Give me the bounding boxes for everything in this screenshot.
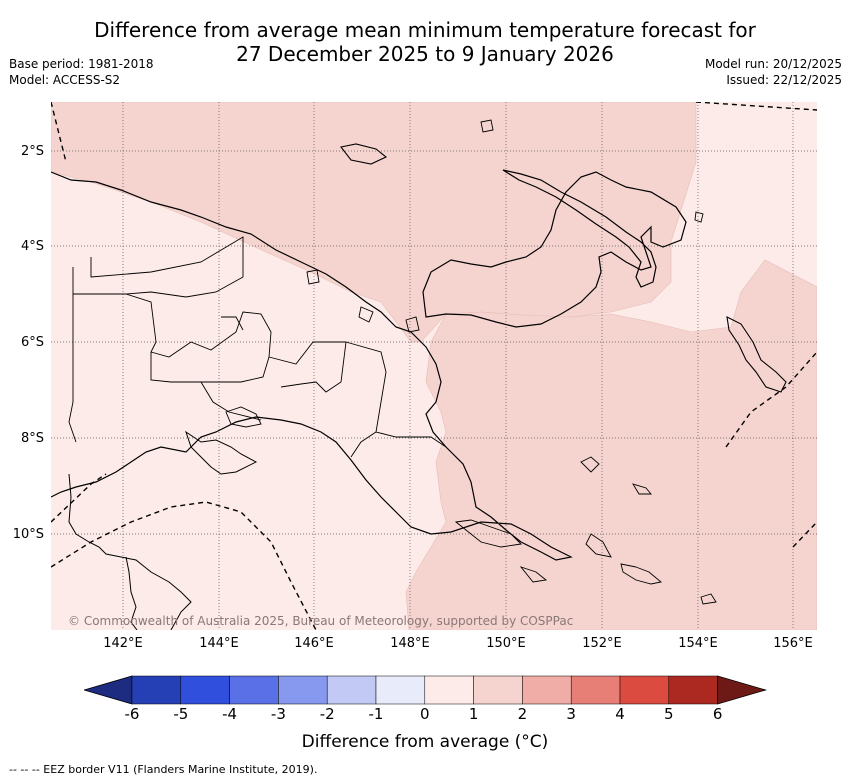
forecast-map [51, 102, 817, 630]
colorbar [84, 675, 768, 705]
colorbar-segment [229, 675, 279, 705]
bougainville-island [726, 316, 787, 393]
colorbar-tick-label: 2 [517, 705, 528, 723]
eez-borders [51, 102, 817, 630]
colorbar-segment [375, 675, 426, 705]
colorbar-title: Difference from average (°C) [301, 732, 549, 752]
lon-label-144e: 144°E [199, 636, 239, 651]
eez-legend-note: -- -- -- EEZ border V11 (Flanders Marine… [9, 763, 318, 776]
colorbar-segment [278, 675, 328, 705]
colorbar-tick-label: 0 [420, 705, 430, 723]
issued-date: Issued: 22/12/2025 [726, 73, 842, 87]
colorbar-segment [473, 675, 523, 705]
new-guinea-coastline [51, 171, 573, 561]
colorbar-segment [619, 675, 670, 705]
lon-label-146e: 146°E [294, 636, 334, 651]
colorbar-tick-label: -6 [124, 705, 140, 723]
colorbar-segment [326, 675, 377, 705]
lon-label-156e: 156°E [773, 636, 813, 651]
map-title: Difference from average mean minimum tem… [0, 18, 850, 66]
colorbar-tick-label: -1 [368, 705, 384, 723]
lat-label-6s: 6°S [20, 335, 44, 350]
band-1-to-2-north [51, 102, 697, 343]
graticule [51, 102, 817, 630]
cape-york-coast [125, 556, 138, 630]
title-line-1: Difference from average mean minimum tem… [94, 18, 756, 42]
colorbar-tick-label: 4 [615, 705, 625, 723]
colorbar-segment [424, 675, 474, 705]
colorbar-tick-label: 6 [712, 705, 723, 723]
colorbar-segment [570, 675, 621, 705]
new-britain-island [422, 171, 687, 328]
colorbar-tick-label: 5 [664, 705, 674, 723]
torres-islands [225, 406, 262, 428]
lat-label-2s: 2°S [20, 144, 44, 159]
colorbar-tick-label: -2 [319, 705, 335, 723]
model-run: Model run: 20/12/2025 [704, 57, 842, 71]
colorbar-segment [668, 675, 718, 705]
base-period: Base period: 1981-2018 [9, 57, 154, 71]
colorbar-tick-label: -3 [270, 705, 286, 723]
lat-label-10s: 10°S [12, 527, 44, 542]
colorbar-segment [131, 675, 182, 705]
new-ireland-island [502, 169, 657, 288]
lon-label-142e: 142°E [103, 636, 143, 651]
colorbar-tick-label: -4 [222, 705, 238, 723]
lon-label-154e: 154°E [678, 636, 718, 651]
meta-left: Base period: 1981-2018 Model: ACCESS-S2 [9, 56, 154, 88]
lon-label-152e: 152°E [582, 636, 622, 651]
province-borders [68, 236, 447, 458]
meta-right: Model run: 20/12/2025 Issued: 22/12/2025 [705, 56, 842, 88]
colorbar-segment [522, 675, 572, 705]
colorbar-arrow-high [717, 675, 768, 705]
copyright-notice: © Commonwealth of Australia 2025, Bureau… [68, 614, 574, 628]
manus-island [340, 143, 388, 165]
lat-label-4s: 4°S [20, 239, 44, 254]
milne-bay-islands [306, 119, 717, 605]
colorbar-tick-label: 1 [468, 705, 479, 723]
band-1-to-2-east [405, 259, 817, 630]
island-west-coast [68, 473, 192, 630]
model-name: Model: ACCESS-S2 [9, 73, 121, 87]
colorbar-tick-label: -5 [173, 705, 189, 723]
colorbar-segment [180, 675, 230, 705]
lon-label-148e: 148°E [390, 636, 430, 651]
lat-label-8s: 8°S [20, 431, 44, 446]
fly-river-delta [185, 430, 258, 475]
colorbar-arrow-low [84, 675, 133, 705]
lon-label-150e: 150°E [486, 636, 526, 651]
colorbar-tick-label: 3 [566, 705, 576, 723]
title-line-2: 27 December 2025 to 9 January 2026 [236, 42, 614, 66]
